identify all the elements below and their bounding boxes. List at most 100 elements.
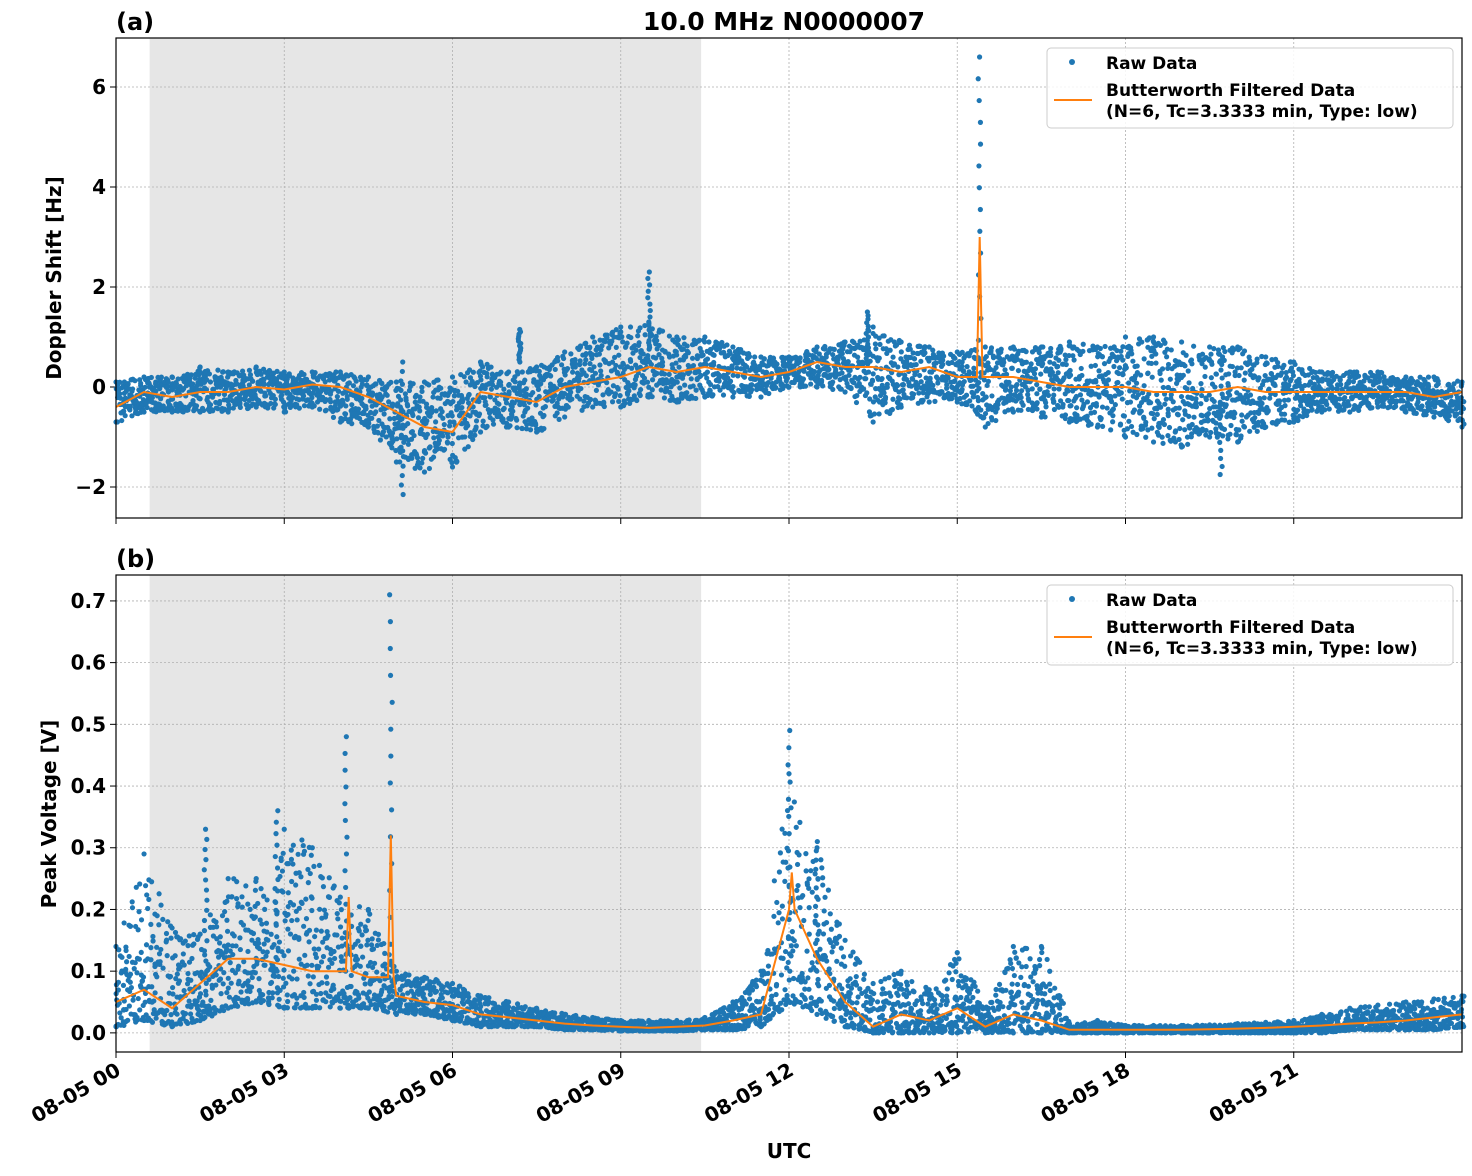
raw-data-point <box>1162 341 1167 346</box>
raw-data-point <box>145 906 150 911</box>
raw-data-point <box>1217 359 1222 364</box>
raw-data-point <box>324 935 329 940</box>
raw-data-point <box>1029 361 1034 366</box>
raw-data-point <box>214 972 219 977</box>
raw-data-point <box>730 394 735 399</box>
raw-data-point <box>885 382 890 387</box>
raw-data-point <box>1186 380 1191 385</box>
raw-data-point <box>1436 381 1441 386</box>
raw-data-point <box>141 374 146 379</box>
raw-data-point <box>825 368 830 373</box>
raw-data-point <box>218 991 223 996</box>
raw-data-point <box>647 282 652 287</box>
raw-data-point <box>717 379 722 384</box>
raw-data-point <box>1089 422 1094 427</box>
raw-data-point <box>224 899 229 904</box>
raw-data-point <box>1011 344 1016 349</box>
raw-data-point <box>928 376 933 381</box>
raw-data-point <box>1180 417 1185 422</box>
raw-data-point <box>442 422 447 427</box>
raw-data-point <box>638 387 643 392</box>
raw-data-point <box>309 853 314 858</box>
raw-data-point <box>478 377 483 382</box>
raw-data-point <box>909 391 914 396</box>
raw-data-point <box>208 379 213 384</box>
raw-data-point <box>504 400 509 405</box>
raw-data-point <box>1324 401 1329 406</box>
raw-data-point <box>191 932 196 937</box>
raw-data-point <box>477 411 482 416</box>
raw-data-point <box>1160 366 1165 371</box>
raw-data-point <box>881 390 886 395</box>
raw-data-point <box>1209 359 1214 364</box>
raw-data-point <box>1166 413 1171 418</box>
raw-data-point <box>233 943 238 948</box>
raw-data-point <box>602 404 607 409</box>
raw-data-point <box>159 374 164 379</box>
raw-data-point <box>1212 384 1217 389</box>
raw-data-point <box>375 424 380 429</box>
raw-data-point <box>1145 371 1150 376</box>
raw-data-point <box>977 54 982 59</box>
raw-data-point <box>238 405 243 410</box>
raw-data-point <box>1034 391 1039 396</box>
raw-data-point <box>474 418 479 423</box>
raw-data-point <box>401 492 406 497</box>
raw-data-point <box>349 402 354 407</box>
raw-data-point <box>1010 366 1015 371</box>
raw-data-point <box>340 398 345 403</box>
raw-data-point <box>168 974 173 979</box>
raw-data-point <box>986 379 991 384</box>
raw-data-point <box>673 360 678 365</box>
raw-data-point <box>1129 351 1134 356</box>
raw-data-point <box>808 381 813 386</box>
raw-data-point <box>536 387 541 392</box>
raw-data-point <box>566 405 571 410</box>
raw-data-point <box>331 986 336 991</box>
raw-data-point <box>226 369 231 374</box>
raw-data-point <box>251 931 256 936</box>
raw-data-point <box>314 928 319 933</box>
raw-data-point <box>660 328 665 333</box>
raw-data-point <box>307 928 312 933</box>
raw-data-point <box>182 962 187 967</box>
raw-data-point <box>433 419 438 424</box>
raw-data-point <box>870 378 875 383</box>
raw-data-point <box>561 356 566 361</box>
raw-data-point <box>399 407 404 412</box>
raw-data-point <box>705 356 710 361</box>
raw-data-point <box>900 382 905 387</box>
raw-data-point <box>1085 399 1090 404</box>
raw-data-point <box>208 998 213 1003</box>
raw-data-point <box>460 396 465 401</box>
raw-data-point <box>1092 410 1097 415</box>
raw-data-point <box>594 388 599 393</box>
raw-data-point <box>693 396 698 401</box>
raw-data-point <box>839 370 844 375</box>
raw-data-point <box>1431 414 1436 419</box>
raw-data-point <box>148 922 153 927</box>
raw-data-point <box>287 371 292 376</box>
raw-data-point <box>1152 416 1157 421</box>
raw-data-point <box>977 185 982 190</box>
raw-data-point <box>662 371 667 376</box>
raw-data-point <box>1250 398 1255 403</box>
raw-data-point <box>1021 403 1026 408</box>
raw-data-point <box>1218 472 1223 477</box>
raw-data-point <box>976 163 981 168</box>
raw-data-point <box>1151 334 1156 339</box>
raw-data-point <box>1189 434 1194 439</box>
raw-data-point <box>411 381 416 386</box>
raw-data-point <box>1256 375 1261 380</box>
raw-data-point <box>1208 430 1213 435</box>
raw-data-point <box>1138 372 1143 377</box>
raw-data-point <box>324 408 329 413</box>
raw-data-point <box>842 389 847 394</box>
raw-data-point <box>1282 418 1287 423</box>
raw-data-point <box>1094 401 1099 406</box>
raw-data-point <box>689 376 694 381</box>
y-tick-label: 2 <box>92 275 106 299</box>
raw-data-point <box>196 1008 201 1013</box>
raw-data-point <box>1130 359 1135 364</box>
raw-data-point <box>156 922 161 927</box>
